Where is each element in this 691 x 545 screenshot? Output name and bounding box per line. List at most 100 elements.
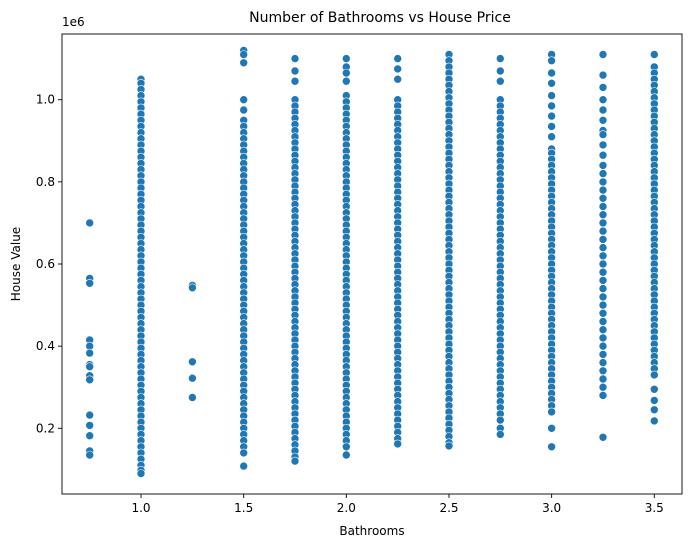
scatter-point: [85, 278, 94, 288]
scatter-point: [598, 333, 608, 343]
scatter-point: [85, 410, 94, 420]
y-tick-label: 0.8: [36, 175, 55, 189]
scatter-point: [136, 469, 146, 478]
scatter-point: [598, 325, 608, 335]
scatter-point: [239, 105, 248, 115]
scatter-point: [598, 374, 608, 384]
y-tick-label: 0.6: [36, 257, 55, 271]
scatter-point: [649, 396, 659, 405]
scatter-point: [547, 91, 556, 100]
scatter-point: [598, 194, 608, 203]
scatter-point: [598, 150, 608, 160]
scatter-point: [495, 76, 505, 86]
scatter-point: [598, 105, 608, 115]
scatter-point: [341, 76, 351, 86]
scatter-point: [598, 185, 608, 195]
scatter-point: [85, 362, 94, 372]
scatter-point: [598, 358, 608, 367]
y-axis-ticks: 0.2 0.4 0.6 0.8 1.0: [36, 93, 62, 435]
scatter-points: [85, 46, 659, 478]
scatter-point: [290, 456, 300, 466]
scatter-point: [188, 357, 197, 367]
scatter-point: [598, 243, 608, 252]
scatter-point: [598, 95, 608, 104]
chart-title: Number of Bathrooms vs House Price: [249, 10, 511, 26]
scatter-point: [444, 441, 454, 451]
scatter-point: [547, 111, 556, 121]
scatter-point: [598, 317, 608, 326]
scatter-point: [598, 218, 608, 228]
y-axis-label: House Value: [9, 227, 23, 301]
scatter-point: [495, 415, 505, 425]
scatter-point: [598, 83, 608, 92]
y-tick-label: 1.0: [36, 93, 55, 107]
scatter-point: [547, 79, 556, 88]
scatter-point: [393, 74, 403, 84]
scatter-point: [598, 366, 608, 376]
scatter-point: [547, 68, 556, 78]
scatter-point: [290, 76, 300, 86]
scatter-point: [649, 370, 659, 380]
scatter-point: [598, 235, 608, 244]
x-axis-ticks: 1.0 1.5 2.0 2.5 3.0 3.5: [131, 494, 664, 515]
scatter-point: [598, 177, 608, 187]
scatter-point: [85, 421, 94, 430]
scatter-point: [598, 267, 608, 277]
scatter-point: [547, 122, 556, 131]
scatter-point: [649, 405, 659, 415]
scatter-point: [239, 448, 248, 458]
scatter-point: [598, 300, 608, 310]
x-tick-label: 3.5: [645, 501, 664, 515]
scatter-point: [598, 432, 608, 442]
scatter-point: [598, 130, 608, 139]
scatter-point: [85, 375, 94, 385]
scatter-point: [239, 50, 248, 59]
scatter-point: [598, 382, 608, 392]
scatter-point: [393, 439, 403, 449]
scatter-point: [598, 308, 608, 318]
scatter-point: [495, 54, 505, 63]
scatter-point: [598, 276, 608, 285]
scatter-point: [495, 66, 505, 76]
x-axis-label: Bathrooms: [339, 524, 404, 538]
scatter-point: [598, 284, 608, 293]
scatter-point: [85, 450, 94, 460]
x-tick-label: 1.5: [234, 501, 253, 515]
scatter-point: [598, 251, 608, 261]
scatter-point: [547, 423, 556, 433]
scatter-point: [188, 373, 197, 383]
scatter-point: [598, 226, 608, 236]
scatter-point: [649, 384, 659, 394]
scatter-point: [598, 391, 608, 400]
scatter-point: [239, 461, 248, 471]
scatter-point: [598, 210, 608, 219]
scatter-point: [547, 101, 556, 111]
scatter-point: [239, 95, 248, 104]
scatter-point: [239, 58, 248, 68]
scatter-point: [547, 442, 556, 452]
scatter-point: [598, 350, 608, 359]
x-tick-label: 1.0: [131, 501, 150, 515]
scatter-point: [598, 116, 608, 125]
scatter-point: [598, 341, 608, 351]
scatter-point: [341, 68, 351, 78]
scatter-point: [598, 259, 608, 269]
scatter-point: [649, 416, 659, 426]
scatter-point: [393, 54, 403, 63]
scatter-point: [547, 407, 556, 417]
scatter-point: [598, 161, 608, 170]
y-tick-label: 0.2: [36, 421, 55, 435]
scatter-point: [598, 140, 608, 150]
scatter-point: [598, 50, 608, 59]
scatter-point: [598, 202, 608, 211]
scatter-point: [649, 50, 659, 59]
y-offset-label: 1e6: [62, 15, 85, 29]
x-tick-label: 3.0: [542, 501, 561, 515]
scatter-point: [598, 292, 608, 302]
x-tick-label: 2.5: [439, 501, 458, 515]
scatter-point: [188, 283, 197, 293]
scatter-point: [547, 56, 556, 66]
scatter-point: [341, 54, 351, 63]
scatter-point: [341, 442, 351, 452]
